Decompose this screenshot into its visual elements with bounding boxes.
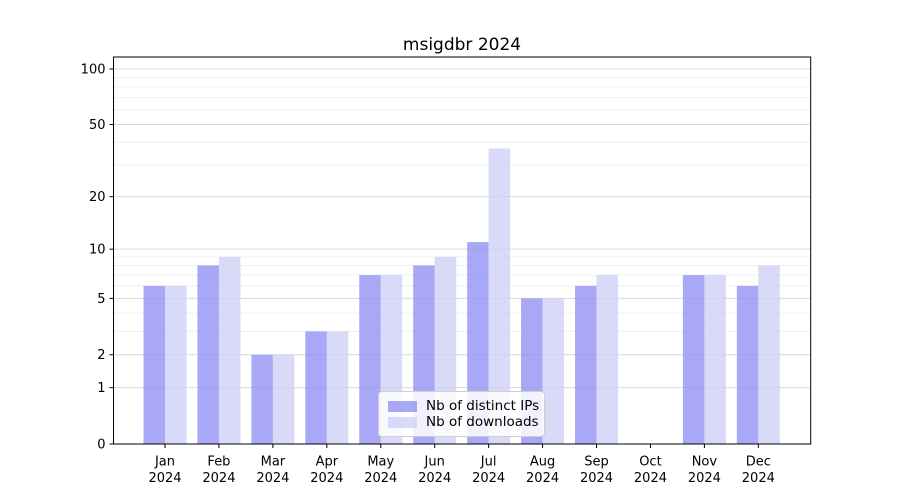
- bar-mar-s0: [251, 354, 273, 444]
- legend-item-distinct-ips: Nb of distinct IPs: [388, 398, 539, 414]
- y-tick-label: 2: [97, 348, 105, 363]
- bar-jan-s1: [165, 285, 187, 444]
- x-tick-label-month: Aug: [530, 455, 555, 470]
- bar-apr-s0: [305, 331, 327, 444]
- y-tick-label: 100: [81, 63, 106, 78]
- x-tick-label-month: Nov: [692, 455, 718, 470]
- x-tick-label-month: Oct: [639, 455, 661, 470]
- x-tick-label-year: 2024: [688, 471, 721, 486]
- bar-may-s0: [359, 275, 381, 444]
- plot-border: [113, 56, 812, 445]
- x-tick-label-year: 2024: [310, 471, 343, 486]
- x-tick-label-month: Jan: [154, 455, 175, 470]
- x-tick-label-month: Mar: [261, 455, 286, 470]
- bar-aug-s1: [542, 298, 565, 444]
- legend-item-downloads: Nb of downloads: [388, 414, 539, 430]
- x-tick-label-year: 2024: [742, 471, 775, 486]
- x-tick-label-year: 2024: [526, 471, 559, 486]
- bar-jul-s1: [488, 148, 511, 445]
- bar-feb-s0: [197, 265, 219, 444]
- bar-dec-s0: [736, 285, 759, 444]
- bar-nov-s1: [704, 275, 726, 444]
- chart-title: msigdbr 2024: [402, 35, 522, 55]
- bar-mar-s1: [272, 354, 295, 444]
- legend-label-downloads: Nb of downloads: [426, 414, 539, 430]
- legend: Nb of distinct IPs Nb of downloads: [378, 391, 545, 437]
- bar-sep-s0: [575, 285, 597, 444]
- bar-feb-s1: [218, 256, 241, 444]
- x-tick-label-year: 2024: [364, 471, 397, 486]
- y-tick-label: 0: [97, 438, 105, 453]
- y-tick-label: 5: [97, 292, 105, 307]
- legend-label-distinct-ips: Nb of distinct IPs: [426, 398, 540, 414]
- y-tick-label: 20: [89, 190, 106, 205]
- bar-jan-s0: [143, 285, 165, 444]
- x-tick-label-year: 2024: [472, 471, 505, 486]
- x-tick-label-year: 2024: [256, 471, 289, 486]
- bar-nov-s0: [682, 275, 705, 444]
- bar-apr-s1: [326, 331, 349, 444]
- x-tick-label-month: Jul: [480, 455, 497, 470]
- y-tick-label: 10: [89, 243, 106, 258]
- x-tick-label-year: 2024: [634, 471, 667, 486]
- x-tick-label-year: 2024: [202, 471, 235, 486]
- legend-swatch-downloads: [388, 416, 417, 428]
- x-tick-label-month: Feb: [207, 455, 230, 470]
- x-tick-label-month: Jun: [424, 455, 445, 470]
- x-tick-label-month: Apr: [316, 455, 339, 470]
- x-tick-label-month: May: [367, 455, 394, 470]
- x-tick-label-year: 2024: [580, 471, 613, 486]
- bar-dec-s1: [758, 265, 780, 444]
- x-tick-label-month: Dec: [746, 455, 771, 470]
- x-tick-label-year: 2024: [418, 471, 451, 486]
- legend-swatch-distinct-ips: [388, 400, 417, 412]
- y-tick-label: 50: [89, 118, 106, 133]
- x-tick-label-year: 2024: [148, 471, 181, 486]
- x-tick-label-month: Sep: [584, 455, 609, 470]
- bar-sep-s1: [596, 275, 619, 444]
- y-tick-label: 1: [97, 381, 105, 396]
